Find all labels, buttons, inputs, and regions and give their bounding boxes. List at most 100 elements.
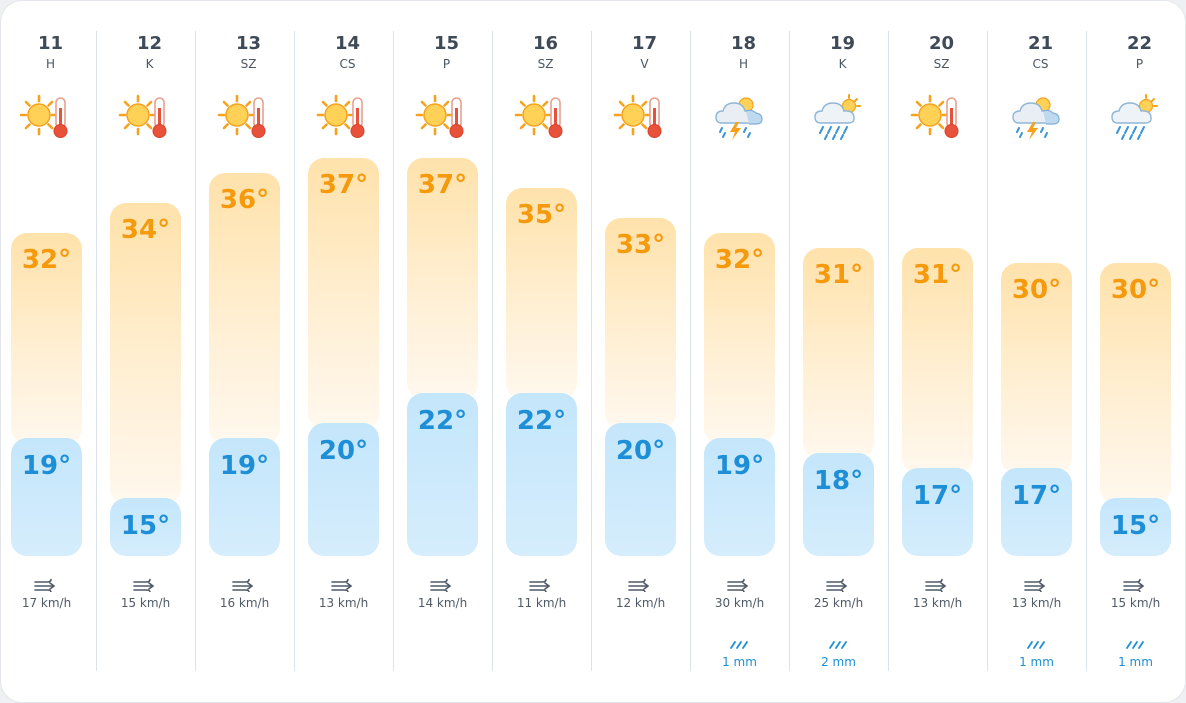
rain-sun-icon bbox=[811, 91, 865, 145]
low-temp: 19° bbox=[714, 451, 765, 481]
column-divider bbox=[96, 31, 97, 671]
high-temp-bar bbox=[803, 248, 874, 459]
wind-speed: 12 km/h bbox=[615, 596, 666, 610]
low-temp-bar bbox=[704, 438, 775, 556]
day-date: 15 bbox=[433, 33, 460, 54]
day-name: K bbox=[838, 57, 847, 71]
high-temp: 37° bbox=[417, 170, 468, 200]
wind-speed: 17 km/h bbox=[21, 596, 72, 610]
day-date: 12 bbox=[136, 33, 163, 54]
low-temp-bar bbox=[110, 498, 181, 556]
day-column[interactable]: 13 SZ 36° 19° 16 km/h bbox=[199, 1, 298, 671]
day-name: CS bbox=[339, 57, 356, 71]
high-temp-bar bbox=[11, 233, 82, 444]
precipitation: 1 mm bbox=[1019, 655, 1054, 669]
high-temp: 30° bbox=[1011, 275, 1062, 305]
low-temp-bar bbox=[308, 423, 379, 556]
day-column[interactable]: 18 H 32° 19° 30 km/h 1 mm bbox=[694, 1, 793, 671]
low-temp: 22° bbox=[417, 406, 468, 436]
thunderstorm-icon bbox=[1009, 91, 1063, 145]
day-name: V bbox=[640, 57, 649, 71]
low-temp: 22° bbox=[516, 406, 567, 436]
low-temp: 15° bbox=[1110, 511, 1161, 541]
day-date: 14 bbox=[334, 33, 361, 54]
column-divider bbox=[1086, 31, 1087, 671]
wind-icon bbox=[133, 577, 157, 593]
high-temp-bar bbox=[605, 218, 676, 429]
wind-speed: 13 km/h bbox=[912, 596, 963, 610]
wind-speed: 15 km/h bbox=[1110, 596, 1161, 610]
day-name: CS bbox=[1032, 57, 1049, 71]
column-divider bbox=[888, 31, 889, 671]
wind-icon bbox=[628, 577, 652, 593]
high-temp: 31° bbox=[813, 260, 864, 290]
day-name: SZ bbox=[240, 57, 257, 71]
day-column[interactable]: 21 CS 30° 17° 13 km/h 1 mm bbox=[991, 1, 1090, 671]
wind-icon bbox=[925, 577, 949, 593]
wind-icon bbox=[727, 577, 751, 593]
high-temp-bar bbox=[308, 158, 379, 429]
column-divider bbox=[789, 31, 790, 671]
sun-thermometer-icon bbox=[217, 91, 271, 145]
rain-sun-icon bbox=[1108, 91, 1162, 145]
day-column[interactable]: 11 H 32° 19° 17 km/h bbox=[1, 1, 100, 671]
high-temp-bar bbox=[902, 248, 973, 474]
wind-speed: 15 km/h bbox=[120, 596, 171, 610]
day-date: 11 bbox=[37, 33, 64, 54]
high-temp-bar bbox=[209, 173, 280, 444]
day-column[interactable]: 12 K 34° 15° 15 km/h bbox=[100, 1, 199, 671]
wind-icon bbox=[826, 577, 850, 593]
low-temp: 17° bbox=[912, 481, 963, 511]
high-temp: 32° bbox=[21, 245, 72, 275]
high-temp: 35° bbox=[516, 200, 567, 230]
day-name: H bbox=[45, 57, 56, 71]
precipitation: 1 mm bbox=[1118, 655, 1153, 669]
day-name: K bbox=[145, 57, 154, 71]
day-column[interactable]: 17 V 33° 20° 12 km/h bbox=[595, 1, 694, 671]
wind-icon bbox=[331, 577, 355, 593]
day-column[interactable]: 22 P 30° 15° 15 km/h 1 mm bbox=[1090, 1, 1185, 671]
column-divider bbox=[987, 31, 988, 671]
rain-icon bbox=[726, 636, 752, 649]
day-column[interactable]: 16 SZ 35° 22° 11 km/h bbox=[496, 1, 595, 671]
sun-thermometer-icon bbox=[514, 91, 568, 145]
day-name: P bbox=[442, 57, 451, 71]
low-temp-bar bbox=[605, 423, 676, 556]
column-divider bbox=[492, 31, 493, 671]
day-column[interactable]: 19 K 31° 18° 25 km/h 2 mm bbox=[793, 1, 892, 671]
high-temp-bar bbox=[110, 203, 181, 504]
high-temp-bar bbox=[407, 158, 478, 399]
wind-speed: 16 km/h bbox=[219, 596, 270, 610]
low-temp: 19° bbox=[219, 451, 270, 481]
low-temp-bar bbox=[407, 393, 478, 556]
day-date: 18 bbox=[730, 33, 757, 54]
day-column[interactable]: 14 CS 37° 20° 13 km/h bbox=[298, 1, 397, 671]
day-column[interactable]: 20 SZ 31° 17° 13 km/h bbox=[892, 1, 991, 671]
sun-thermometer-icon bbox=[316, 91, 370, 145]
low-temp: 19° bbox=[21, 451, 72, 481]
column-divider bbox=[195, 31, 196, 671]
day-column[interactable]: 15 P 37° 22° 14 km/h bbox=[397, 1, 496, 671]
high-temp: 36° bbox=[219, 185, 270, 215]
low-temp: 18° bbox=[813, 466, 864, 496]
day-date: 20 bbox=[928, 33, 955, 54]
low-temp-bar bbox=[209, 438, 280, 556]
wind-speed: 14 km/h bbox=[417, 596, 468, 610]
day-date: 19 bbox=[829, 33, 856, 54]
wind-icon bbox=[34, 577, 58, 593]
column-divider bbox=[294, 31, 295, 671]
day-date: 16 bbox=[532, 33, 559, 54]
wind-speed: 13 km/h bbox=[1011, 596, 1062, 610]
sun-thermometer-icon bbox=[19, 91, 73, 145]
low-temp-bar bbox=[1100, 498, 1171, 556]
high-temp: 30° bbox=[1110, 275, 1161, 305]
low-temp-bar bbox=[11, 438, 82, 556]
sun-thermometer-icon bbox=[415, 91, 469, 145]
low-temp: 20° bbox=[318, 436, 369, 466]
day-date: 17 bbox=[631, 33, 658, 54]
column-divider bbox=[690, 31, 691, 671]
high-temp-bar bbox=[704, 233, 775, 444]
wind-icon bbox=[1024, 577, 1048, 593]
high-temp: 31° bbox=[912, 260, 963, 290]
low-temp-bar bbox=[803, 453, 874, 556]
